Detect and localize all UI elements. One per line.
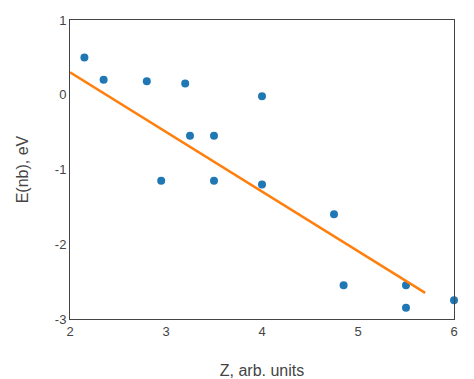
svg-text:1: 1 xyxy=(59,13,66,28)
svg-text:2: 2 xyxy=(66,324,73,339)
svg-text:-1: -1 xyxy=(55,162,67,177)
svg-text:-3: -3 xyxy=(55,312,67,327)
svg-text:5: 5 xyxy=(354,324,361,339)
svg-text:0: 0 xyxy=(59,87,66,102)
svg-text:6: 6 xyxy=(450,324,457,339)
svg-text:-2: -2 xyxy=(55,237,67,252)
svg-text:3: 3 xyxy=(162,324,169,339)
svg-text:Z, arb. units: Z, arb. units xyxy=(220,362,304,379)
svg-text:4: 4 xyxy=(258,324,265,339)
svg-text:E(nb), eV: E(nb), eV xyxy=(14,135,31,203)
